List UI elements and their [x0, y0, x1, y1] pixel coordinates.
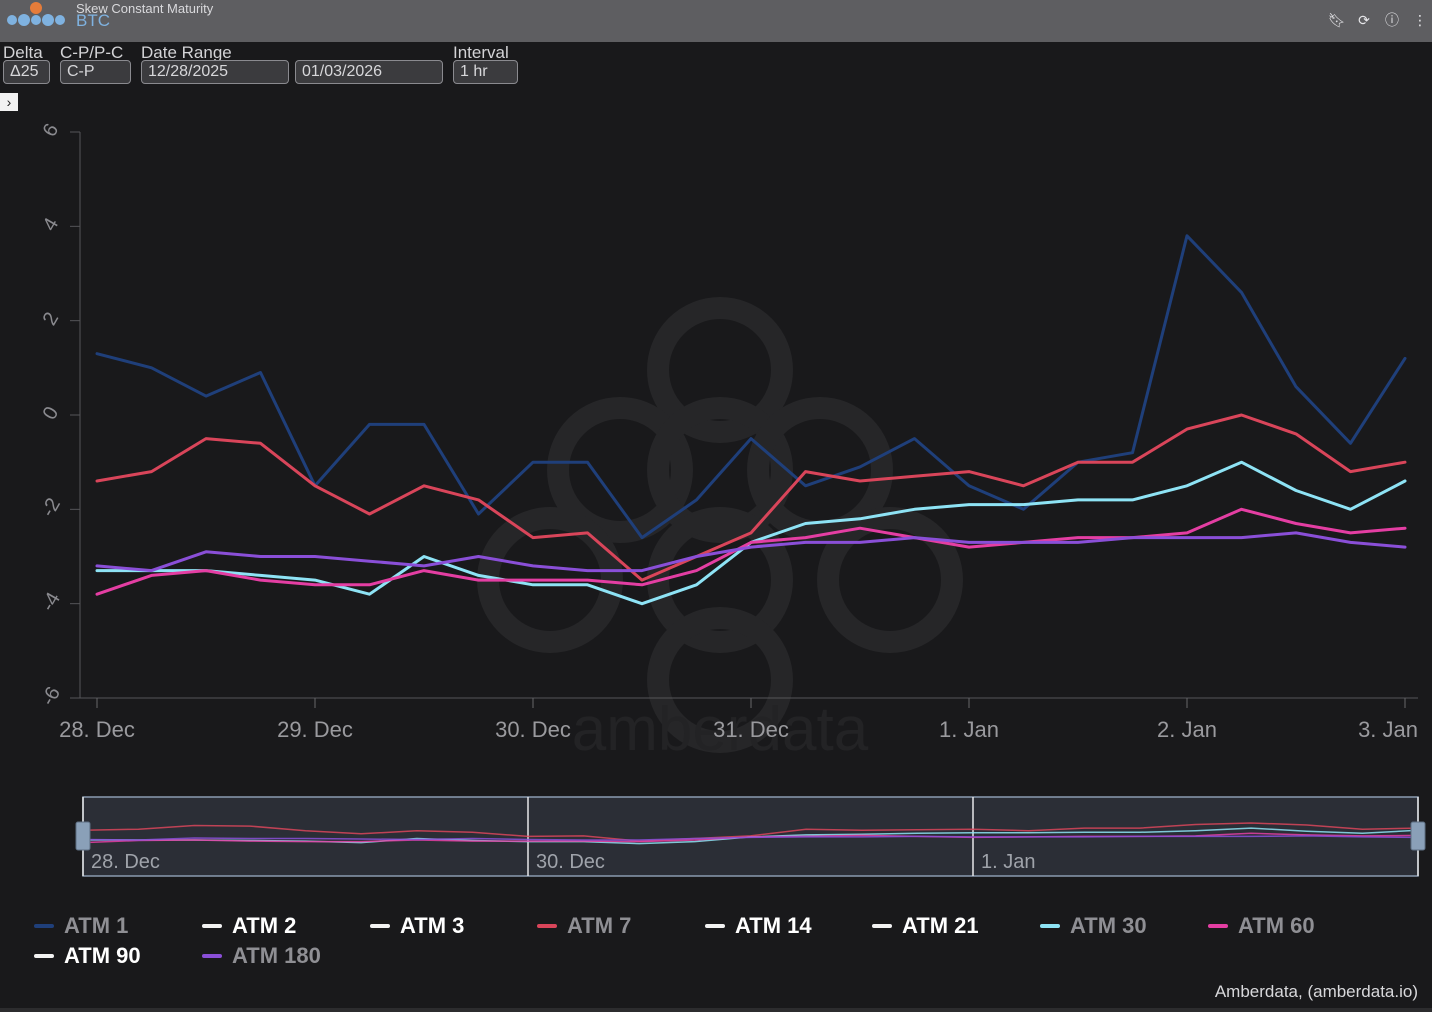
x-tick-label: 31. Dec [713, 717, 789, 742]
more-icon[interactable]: ⋮ [1413, 12, 1427, 28]
cp-select[interactable]: C-P [60, 60, 131, 84]
y-tick-label: 0 [39, 403, 64, 424]
y-tick-label: 2 [39, 309, 64, 330]
skew-chart: amberdata 6 4 2 0 -2 -4 -6 28. Dec 29. Dec 30. D… [37, 120, 1426, 877]
credits[interactable]: Amberdata, (amberdata.io) [1214, 982, 1418, 1001]
legend-label: ATM 60 [1238, 913, 1315, 938]
delta-label: Delta [3, 43, 43, 62]
watermark-text: amberdata [572, 695, 869, 764]
bookmark-icon[interactable]: 🔖︎ [1328, 12, 1346, 28]
navigator-label: 30. Dec [536, 851, 605, 873]
legend-item-atm-60[interactable]: ATM 60 [1208, 913, 1315, 939]
asset-title: BTC [76, 11, 110, 30]
legend-label: ATM 90 [64, 943, 141, 968]
end-date-input[interactable]: 01/03/2026 [295, 60, 443, 84]
legend-swatch [370, 924, 390, 928]
interval-select[interactable]: 1 hr [453, 60, 518, 84]
x-axis: 28. Dec 29. Dec 30. Dec 31. Dec 1. Jan 2. Jan… [59, 697, 1418, 742]
navigator[interactable]: 28. Dec 30. Dec 1. Jan [75, 796, 1426, 877]
footer-divider [0, 1008, 1432, 1012]
legend-item-atm-1[interactable]: ATM 1 [34, 913, 128, 939]
x-tick-label: 2. Jan [1157, 717, 1217, 742]
info-icon[interactable]: ⓘ [1385, 12, 1399, 28]
legend-swatch [34, 924, 54, 928]
start-date-input[interactable]: 12/28/2025 [141, 60, 289, 84]
page-subtitle: Skew Constant Maturity [76, 1, 214, 16]
x-tick-label: 28. Dec [59, 717, 135, 742]
watermark-circle-1 [547, 397, 693, 543]
refresh-icon[interactable]: ⟳ [1358, 12, 1370, 28]
legend-item-atm-90[interactable]: ATM 90 [34, 943, 141, 969]
legend-item-atm-30[interactable]: ATM 30 [1040, 913, 1147, 939]
legend-label: ATM 180 [232, 943, 321, 968]
legend-swatch [705, 924, 725, 928]
watermark-circle-2 [647, 397, 793, 543]
navigator-handle-left[interactable] [75, 821, 91, 851]
navigator-label: 28. Dec [91, 851, 160, 873]
navigator-series-atm-7 [82, 822, 1419, 842]
header-actions: 🔖︎ ⟳ ⓘ ⋮ [1328, 12, 1428, 28]
x-tick-label: 1. Jan [939, 717, 999, 742]
navigator-label: 1. Jan [981, 851, 1035, 873]
navigator-series-atm-180 [82, 835, 1419, 841]
legend-item-atm-3[interactable]: ATM 3 [370, 913, 464, 939]
app-header: Skew Constant Maturity BTC 🔖︎ ⟳ ⓘ ⋮ [0, 0, 1432, 43]
watermark-circle-6 [817, 507, 963, 653]
legend-swatch [537, 924, 557, 928]
date-range-label: Date Range [141, 43, 232, 62]
legend-swatch [872, 924, 892, 928]
x-tick-label: 30. Dec [495, 717, 571, 742]
legend-item-atm-14[interactable]: ATM 14 [705, 913, 812, 939]
y-tick-label: 6 [39, 120, 64, 141]
cp-label: C-P/P-C [60, 43, 124, 62]
legend-item-atm-21[interactable]: ATM 21 [872, 913, 979, 939]
interval-label: Interval [453, 43, 509, 62]
series-lines [95, 234, 1407, 606]
legend-swatch [34, 954, 54, 958]
y-tick-label: -6 [37, 683, 65, 709]
legend-label: ATM 3 [400, 913, 465, 938]
legend-item-atm-180[interactable]: ATM 180 [202, 943, 321, 969]
legend-item-atm-2[interactable]: ATM 2 [202, 913, 296, 939]
legend-label: ATM 21 [902, 913, 979, 938]
controls-bar: Delta Δ25 C-P/P-C C-P Date Range 12/28/2… [0, 42, 1432, 94]
y-tick-label: -4 [37, 589, 65, 615]
legend-label: ATM 2 [232, 913, 297, 938]
x-tick-label: 3. Jan [1358, 717, 1418, 742]
x-tick-label: 29. Dec [277, 717, 353, 742]
watermark-circle-7 [647, 607, 793, 753]
legend-swatch [202, 924, 222, 928]
legend-label: ATM 30 [1070, 913, 1147, 938]
y-axis: 6 4 2 0 -2 -4 -6 [37, 120, 81, 709]
watermark-circle-0 [647, 297, 793, 443]
navigator-handle-right[interactable] [1410, 821, 1426, 851]
y-tick-label: -2 [37, 494, 65, 520]
delta-select[interactable]: Δ25 [3, 60, 50, 84]
amberdata-logo-icon [7, 2, 65, 26]
sidebar-toggle-button[interactable]: › [0, 93, 18, 111]
legend-label: ATM 7 [567, 913, 632, 938]
legend-swatch [1208, 924, 1228, 928]
legend-label: ATM 1 [64, 913, 129, 938]
legend-label: ATM 14 [735, 913, 812, 938]
watermark-logo: amberdata [477, 297, 963, 764]
y-tick-label: 4 [39, 214, 64, 235]
legend-swatch [1040, 924, 1060, 928]
legend: ATM 1 ATM 2 ATM 3 ATM 7 ATM 14 ATM 21 ATM 30 AT… [0, 905, 1432, 975]
legend-item-atm-7[interactable]: ATM 7 [537, 913, 631, 939]
watermark-circle-3 [747, 397, 893, 543]
legend-swatch [202, 954, 222, 958]
